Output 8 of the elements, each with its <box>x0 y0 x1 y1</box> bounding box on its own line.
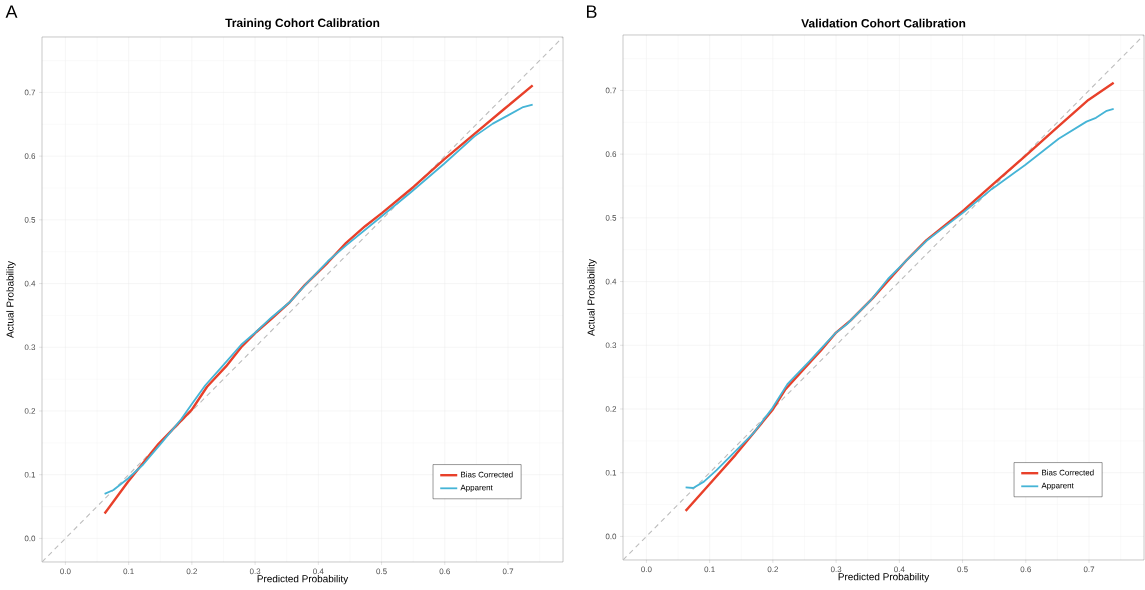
chart-title: Training Cohort Calibration <box>225 18 380 30</box>
x-axis-title: Predicted Probability <box>257 574 349 585</box>
x-axis-title: Predicted Probability <box>838 572 930 583</box>
text: A <box>5 5 18 18</box>
y-axis-title: Actual Probability <box>6 261 16 338</box>
chart-title: Validation Cohort Calibration <box>801 18 966 28</box>
y-axis-title: Actual Probability <box>587 259 597 336</box>
text: B <box>586 5 597 18</box>
